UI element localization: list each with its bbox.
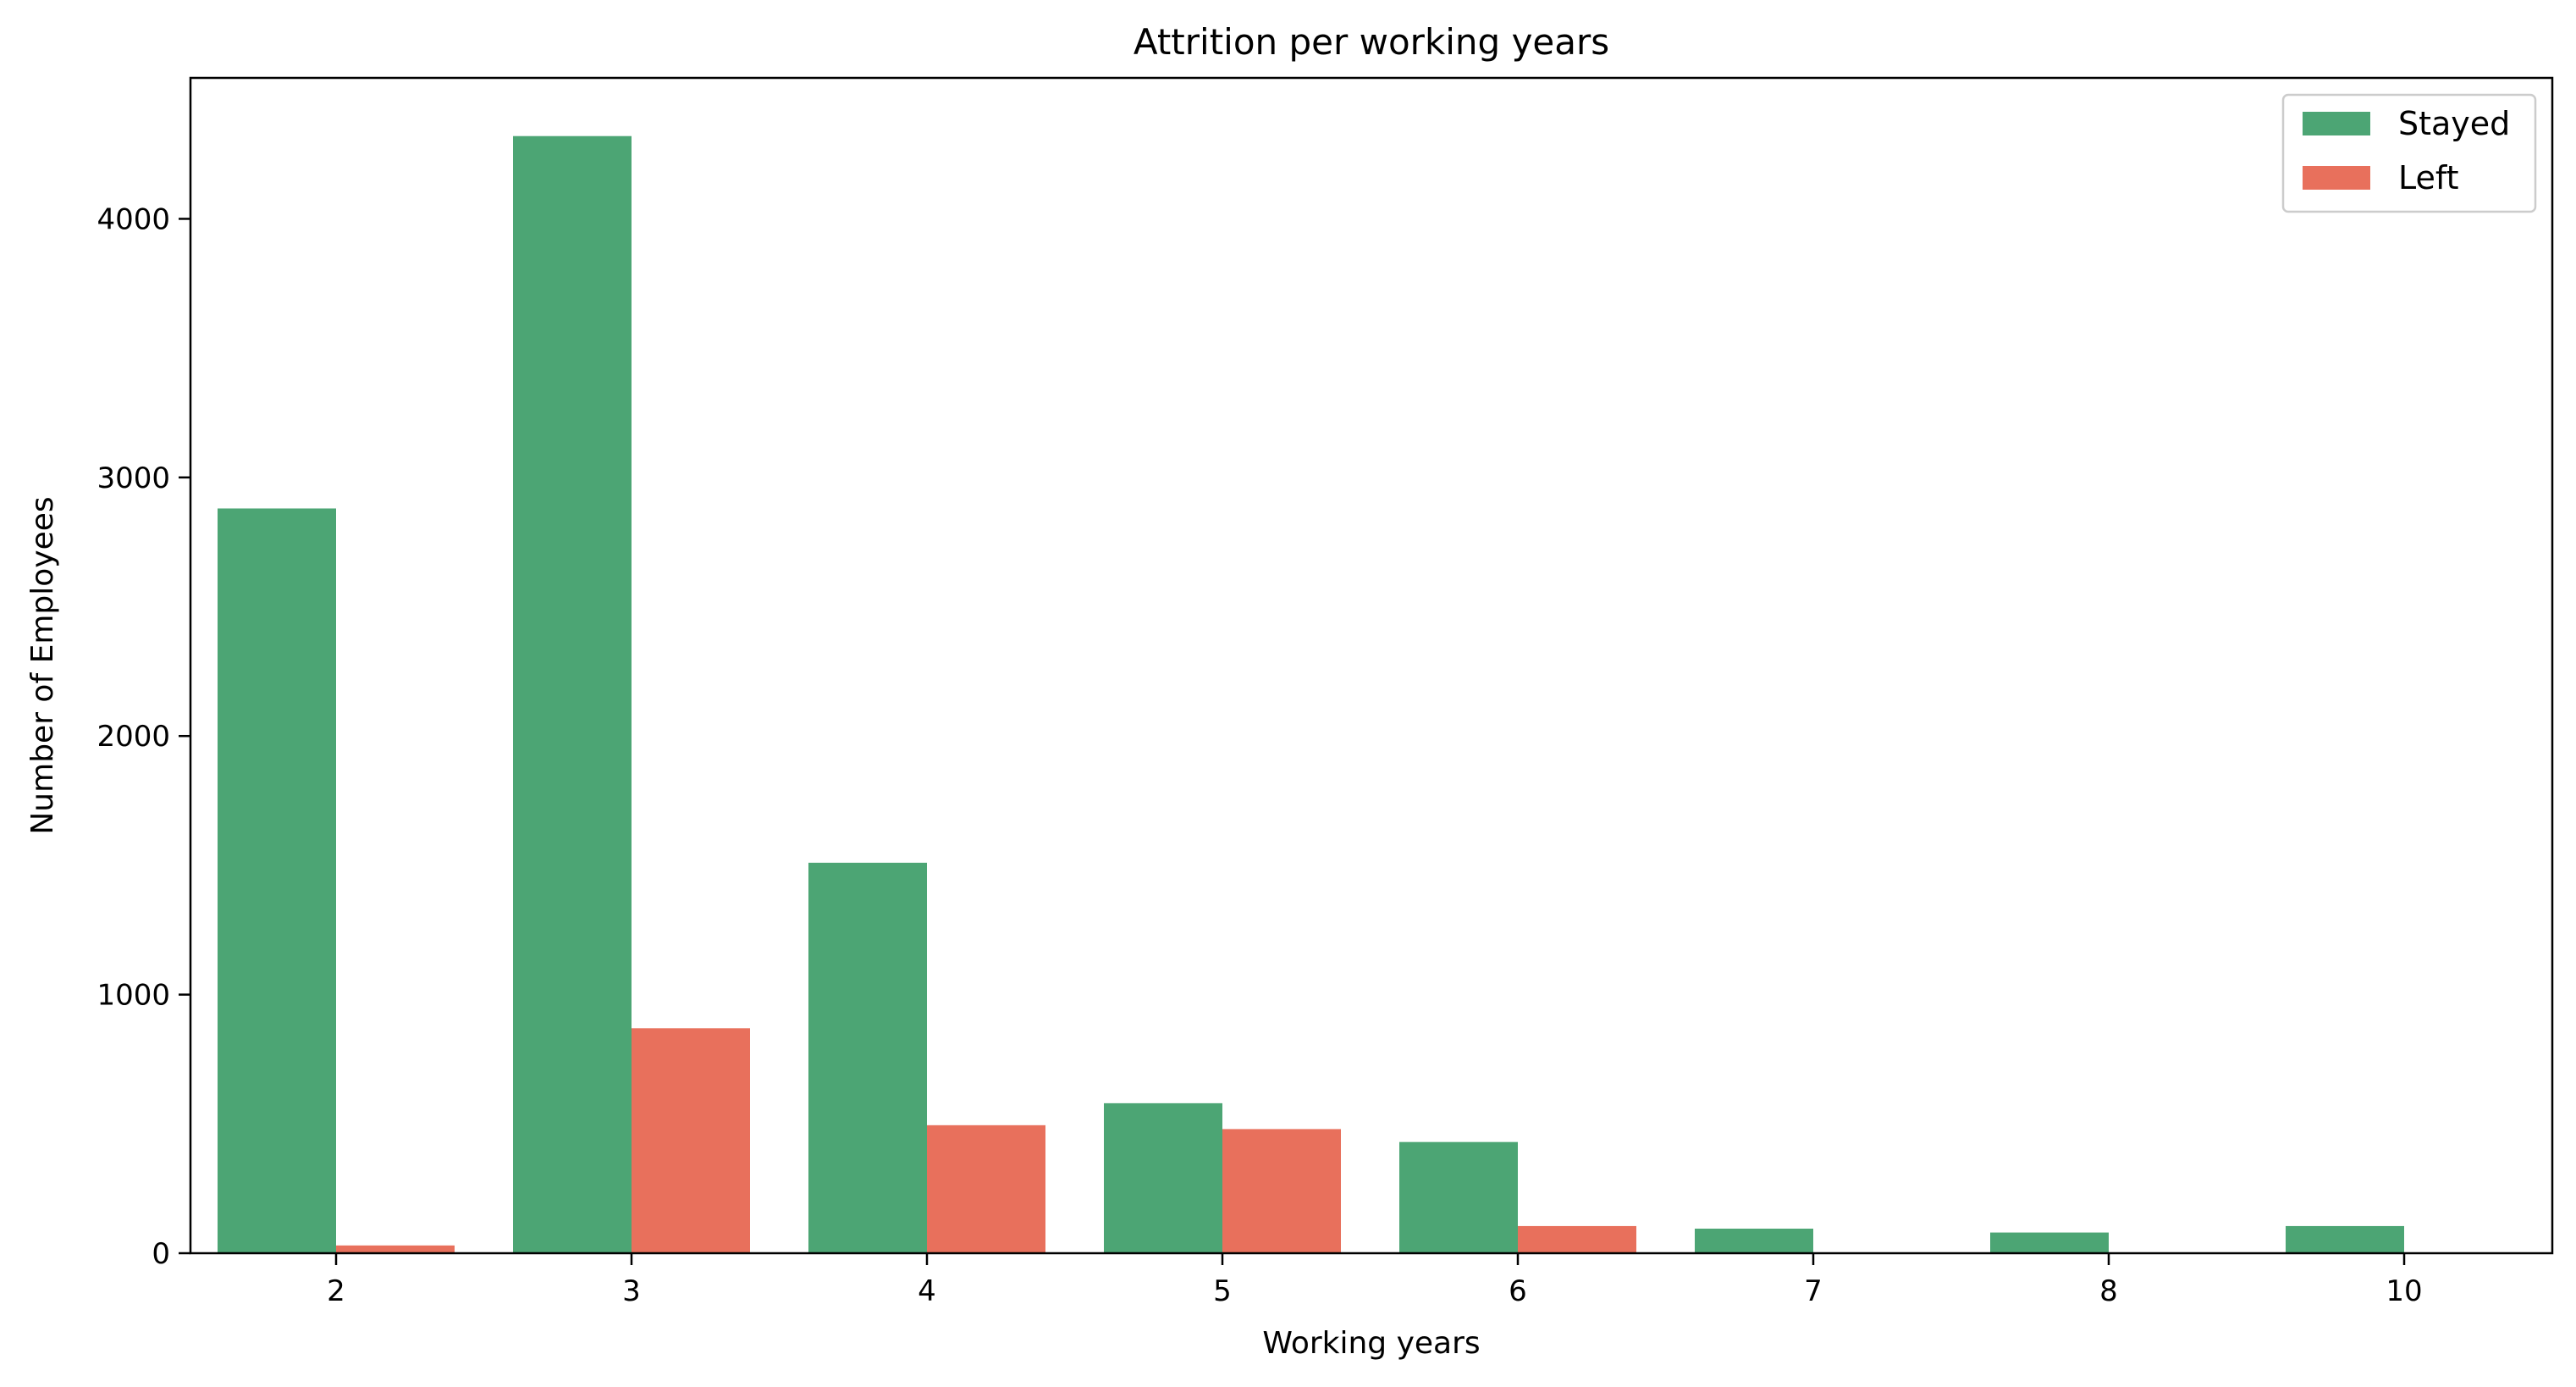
x-axis: 2 3 4 5 6 7 8 10 [327,1253,2423,1308]
y-tick-label: 2000 [97,720,170,754]
y-tick-label: 3000 [97,461,170,495]
y-tick-label: 4000 [97,202,170,236]
bar-left-5 [1222,1129,1341,1253]
bar-stayed-2 [218,508,336,1253]
bar-stayed-5 [1104,1102,1222,1253]
chart-title: Attrition per working years [1134,21,1609,63]
bar-left-4 [927,1125,1045,1253]
y-axis-label: Number of Employees [25,496,60,834]
x-tick-label: 8 [2099,1274,2118,1308]
x-tick-label: 3 [622,1274,641,1308]
bar-stayed-8 [1990,1232,2109,1253]
legend: Stayed Left [2281,93,2537,213]
x-tick-label: 4 [918,1274,936,1308]
bar-left-6 [1518,1225,1636,1253]
bar-left-3 [632,1028,750,1253]
y-tick-label: 1000 [97,979,170,1013]
legend-swatch-left [2303,166,2370,190]
bar-stayed-3 [513,135,632,1253]
x-axis-label: Working years [1262,1326,1480,1361]
x-tick-label: 7 [1804,1274,1823,1308]
bar-stayed-10 [2286,1225,2404,1253]
y-tick-label: 0 [152,1237,170,1271]
legend-label-stayed: Stayed [2398,105,2510,142]
bars [218,135,2404,1253]
x-tick-label: 10 [2386,1274,2422,1308]
bar-left-2 [336,1245,455,1253]
bar-stayed-7 [1695,1228,1813,1253]
plot-frame [189,76,2554,1255]
legend-swatch-stayed [2303,112,2370,135]
bar-stayed-6 [1399,1141,1518,1253]
x-tick-label: 5 [1213,1274,1232,1308]
x-tick-label: 6 [1509,1274,1527,1308]
y-axis: 0 1000 2000 3000 4000 [97,202,190,1271]
legend-label-left: Left [2398,159,2459,196]
bar-stayed-4 [808,862,927,1253]
x-tick-label: 2 [327,1274,345,1308]
